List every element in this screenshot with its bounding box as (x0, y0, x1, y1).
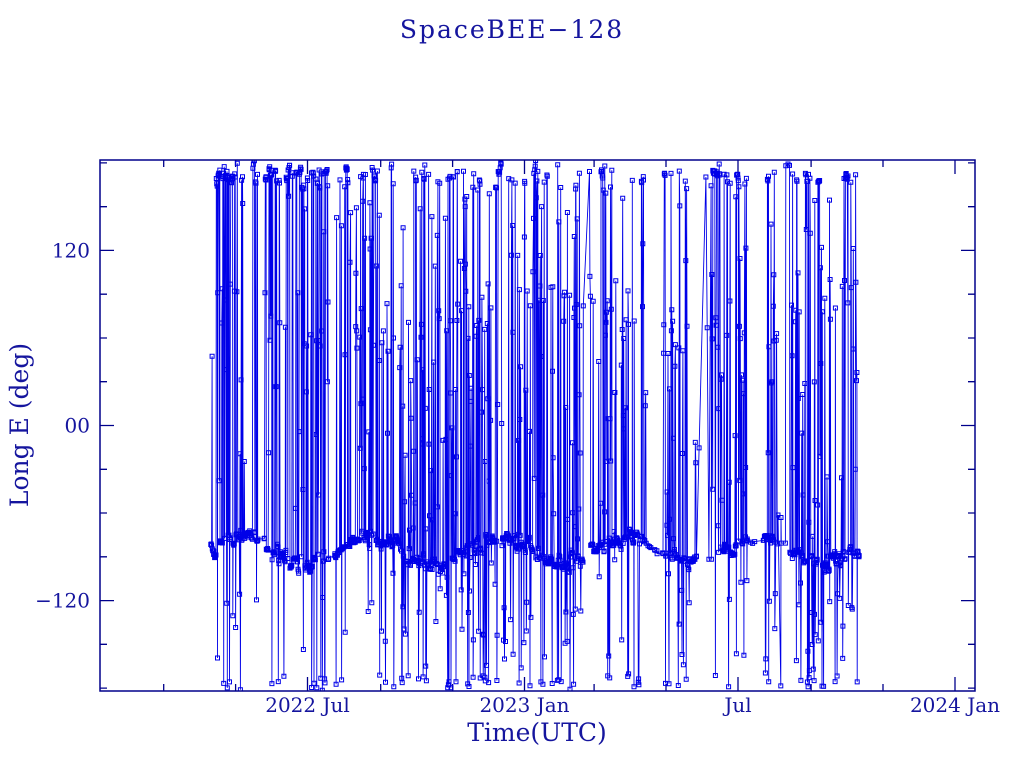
y-axis-label: Long E (deg) (5, 343, 34, 507)
x-axis-label: Time(UTC) (467, 718, 607, 747)
x-tick-label: 2024 Jan (910, 693, 1000, 717)
x-tick-label: Jul (722, 693, 751, 717)
tick-labels: 2022 Jul 2023 Jan Jul 2024 Jan 120 00 −120 (35, 238, 1000, 717)
plot-frame (99, 159, 976, 692)
x-tick-label: 2023 Jan (479, 693, 569, 717)
data-series (208, 160, 862, 691)
y-tick-label: 00 (65, 414, 90, 438)
x-tick-label: 2022 Jul (265, 693, 350, 717)
series-markers (208, 160, 862, 691)
y-tick-label: −120 (35, 589, 90, 613)
y-tick-label: 120 (52, 238, 90, 262)
chart-title: SpaceBEE−128 (400, 15, 624, 44)
axis-ticks (100, 160, 975, 691)
series-line (210, 160, 860, 691)
